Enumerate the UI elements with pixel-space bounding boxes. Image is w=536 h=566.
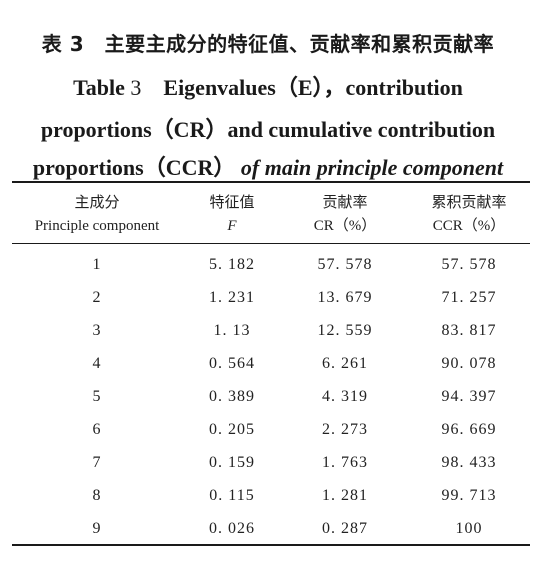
cell-eigenvalue: 0. 026 [209, 520, 255, 537]
header-col1-cn: 主成分 [74, 193, 120, 211]
table-title-en-line3: proportions（CCR） of main principle compo… [0, 150, 536, 182]
cell-cumulative-contribution: 90. 078 [441, 355, 497, 372]
table-title-en-line2: proportions（CR）and cumulative contributi… [40, 117, 496, 142]
cell-cumulative-contribution: 71. 257 [441, 289, 497, 306]
table-title-en-line3-a: proportions（CCR） [32, 155, 236, 180]
cell-principle-component: 2 [92, 289, 102, 306]
header-col2-en: F [227, 218, 237, 234]
cell-principle-component: 8 [92, 487, 102, 504]
cell-eigenvalue: 0. 115 [209, 487, 255, 504]
header-col2-cn: 特征值 [209, 193, 255, 211]
table-row: 2 1. 231 13. 679 71. 257 [0, 281, 536, 314]
table-row: 8 0. 115 1. 281 99. 713 [0, 479, 536, 512]
header-col3-en: CR（%） [313, 218, 377, 234]
cell-cumulative-contribution: 94. 397 [441, 388, 497, 405]
cell-cumulative-contribution: 57. 578 [441, 256, 497, 273]
table-row: 9 0. 026 0. 287 100 [0, 512, 536, 545]
table-row: 5 0. 389 4. 319 94. 397 [0, 380, 536, 413]
header-col1-en: Principle component [34, 218, 160, 234]
cell-cumulative-contribution: 83. 817 [441, 322, 497, 339]
cell-eigenvalue: 0. 389 [209, 388, 255, 405]
table-row: 6 0. 205 2. 273 96. 669 [0, 413, 536, 446]
table-label: Table [73, 75, 125, 100]
cell-principle-component: 9 [92, 520, 102, 537]
table-bottom-rule [12, 544, 530, 546]
cell-principle-component: 4 [92, 355, 102, 372]
cell-principle-component: 3 [92, 322, 102, 339]
table-row: 3 1. 13 12. 559 83. 817 [0, 314, 536, 347]
cell-eigenvalue: 0. 205 [209, 421, 255, 438]
cell-principle-component: 5 [92, 388, 102, 405]
cell-contribution: 6. 261 [322, 355, 368, 372]
cell-cumulative-contribution: 96. 669 [441, 421, 497, 438]
table-header-rule [12, 243, 530, 244]
table-top-rule [12, 181, 530, 183]
header-principle-component: 主成分 Principle component [12, 190, 182, 238]
header-col4-en: CCR（%） [432, 218, 506, 234]
cell-contribution: 0. 287 [322, 520, 368, 537]
cell-cumulative-contribution: 99. 713 [441, 487, 497, 504]
cell-contribution: 57. 578 [317, 256, 373, 273]
cell-cumulative-contribution: 100 [455, 520, 483, 537]
cell-contribution: 4. 319 [322, 388, 368, 405]
cell-eigenvalue: 0. 564 [209, 355, 255, 372]
header-contribution: 贡献率 CR（%） [282, 190, 408, 238]
cell-contribution: 2. 273 [322, 421, 368, 438]
table-row: 4 0. 564 6. 261 90. 078 [0, 347, 536, 380]
table-number: 3 [130, 75, 142, 100]
header-cumulative-contribution: 累积贡献率 CCR（%） [408, 190, 530, 238]
table-title-en-line1: Table 3 Eigenvalues（E），contribution [0, 70, 536, 102]
table-row: 1 5. 182 57. 578 57. 578 [0, 248, 536, 281]
cell-contribution: 12. 559 [317, 322, 373, 339]
cell-eigenvalue: 1. 231 [209, 289, 255, 306]
cell-principle-component: 6 [92, 421, 102, 438]
cell-eigenvalue: 5. 182 [209, 256, 255, 273]
header-eigenvalue: 特征值 F [182, 190, 282, 238]
table-title-en-rest: Eigenvalues（E），contribution [163, 75, 463, 100]
cell-contribution: 13. 679 [317, 289, 373, 306]
header-col4-cn: 累积贡献率 [431, 193, 507, 211]
cell-contribution: 1. 763 [322, 454, 368, 471]
cell-contribution: 1. 281 [322, 487, 368, 504]
cell-principle-component: 7 [92, 454, 102, 471]
cell-eigenvalue: 0. 159 [209, 454, 255, 471]
table-row: 7 0. 159 1. 763 98. 433 [0, 446, 536, 479]
cell-principle-component: 1 [92, 256, 102, 273]
table-title-cn: 表 3 主要主成分的特征值、贡献率和累积贡献率 [41, 32, 495, 56]
cell-eigenvalue: 1. 13 [213, 322, 251, 339]
cell-cumulative-contribution: 98. 433 [441, 454, 497, 471]
header-col3-cn: 贡献率 [322, 193, 368, 211]
table-title-en-line3-b: of main principle component [240, 155, 504, 180]
